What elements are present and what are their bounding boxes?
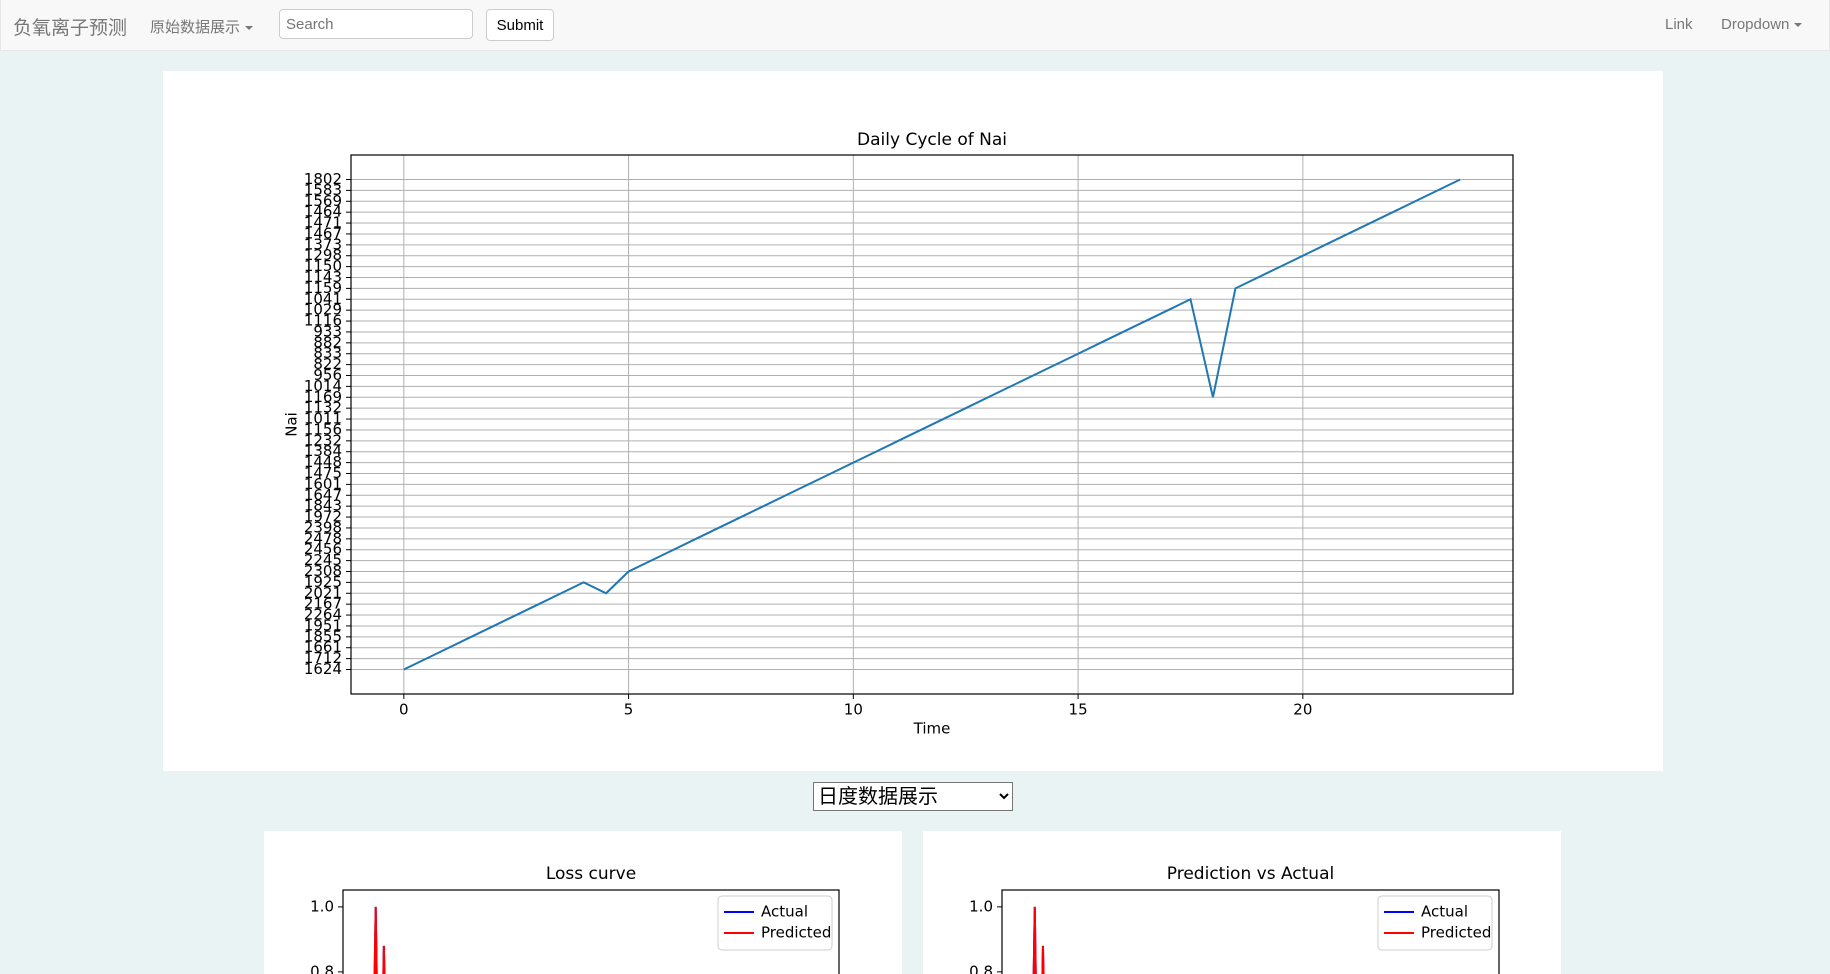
- brand[interactable]: 负氧离子预测: [13, 18, 128, 39]
- plot-frame: [1001, 889, 1500, 974]
- data-line: [403, 178, 1461, 671]
- y-tick-label: 2308: [304, 562, 342, 580]
- nav-dropdown[interactable]: Dropdown: [1721, 16, 1803, 33]
- main-card: [163, 71, 1663, 771]
- y-tick-label: 1.0: [969, 897, 993, 915]
- y-tick-label: 956: [313, 366, 342, 384]
- y-axis-label: Nai: [283, 412, 301, 437]
- y-tick-label: 1569: [304, 192, 342, 210]
- y-tick-label: 1298: [304, 246, 342, 264]
- x-tick-label: 10: [844, 701, 863, 719]
- y-tick-label: 1384: [304, 442, 342, 460]
- plot-frame: [350, 154, 1514, 695]
- y-tick-label: 1143: [304, 268, 342, 286]
- y-tick-label: 1712: [304, 649, 342, 667]
- y-tick-label: 1661: [304, 638, 342, 656]
- y-tick-label: 1843: [304, 497, 342, 515]
- chart-title: Prediction vs Actual: [1167, 864, 1334, 884]
- y-tick-label: 1150: [304, 257, 342, 275]
- y-tick-label: 1972: [304, 508, 342, 526]
- chart-title: Loss curve: [546, 864, 636, 884]
- y-tick-label: 1951: [304, 616, 342, 634]
- y-tick-label: 1041: [304, 290, 342, 308]
- chart-title: Daily Cycle of Nai: [857, 130, 1007, 150]
- y-tick-label: 1925: [304, 573, 342, 591]
- legend-label: Actual: [1421, 903, 1468, 921]
- y-tick-label: 1802: [304, 170, 342, 188]
- y-tick-label: 2456: [304, 540, 342, 558]
- legend-box: [1377, 895, 1493, 951]
- y-tick-label: 1011: [304, 410, 342, 428]
- y-tick-label: 1159: [304, 279, 342, 297]
- search-input[interactable]: [279, 9, 473, 39]
- y-tick-label: 1583: [304, 181, 342, 199]
- y-tick-label: 2021: [304, 584, 342, 602]
- y-tick-label: 1156: [304, 420, 342, 438]
- x-tick-label: 5: [624, 701, 634, 719]
- y-tick-label: 2398: [304, 518, 342, 536]
- legend-box: [717, 895, 833, 951]
- y-tick-label: 0.8: [310, 962, 334, 974]
- y-tick-label: 1601: [304, 475, 342, 493]
- data-line: [373, 906, 386, 974]
- dropdown-label: Dropdown: [1721, 16, 1790, 33]
- y-tick-label: 1169: [304, 388, 342, 406]
- y-tick-label: 1132: [304, 399, 342, 417]
- y-tick-label: 1855: [304, 627, 342, 645]
- y-tick-label: 1116: [304, 312, 342, 330]
- navbar: 负氧离子预测 原始数据展示 Submit Link Dropdown: [0, 0, 1830, 51]
- y-tick-label: 833: [313, 344, 342, 362]
- y-tick-label: 1029: [304, 301, 342, 319]
- nav-link[interactable]: Link: [1665, 16, 1693, 33]
- menu-dropdown[interactable]: 原始数据展示: [150, 16, 254, 37]
- legend-label: Predicted: [761, 924, 831, 942]
- y-tick-label: 1464: [304, 203, 342, 221]
- legend-label: Predicted: [1421, 924, 1491, 942]
- y-tick-label: 882: [313, 333, 342, 351]
- data-line: [1032, 906, 1045, 974]
- period-select[interactable]: 日度数据展示: [813, 782, 1013, 811]
- y-tick-label: 1475: [304, 464, 342, 482]
- submit-button[interactable]: Submit: [486, 9, 554, 41]
- x-tick-label: 20: [1293, 701, 1312, 719]
- y-tick-label: 933: [313, 322, 342, 340]
- y-tick-label: 1624: [304, 660, 342, 678]
- menu-label: 原始数据展示: [150, 19, 241, 36]
- data-line: [373, 906, 386, 974]
- legend-label: Actual: [761, 903, 808, 921]
- y-tick-label: 1014: [304, 377, 342, 395]
- x-axis-label: Time: [913, 720, 951, 738]
- y-tick-label: 1467: [304, 224, 342, 242]
- y-tick-label: 1232: [304, 431, 342, 449]
- plot-frame: [342, 889, 840, 974]
- y-tick-label: 1448: [304, 453, 342, 471]
- x-tick-label: 0: [399, 701, 409, 719]
- y-tick-label: 2245: [304, 551, 342, 569]
- data-line: [1032, 906, 1045, 974]
- y-tick-label: 2264: [304, 606, 342, 624]
- y-tick-label: 822: [313, 355, 342, 373]
- y-tick-label: 2167: [304, 595, 342, 613]
- x-tick-label: 15: [1069, 701, 1088, 719]
- y-tick-label: 1647: [304, 486, 342, 504]
- y-tick-label: 2478: [304, 529, 342, 547]
- y-tick-label: 1471: [304, 214, 342, 232]
- y-tick-label: 1.0: [310, 897, 334, 915]
- y-tick-label: 0.8: [969, 962, 993, 974]
- y-tick-label: 1373: [304, 235, 342, 253]
